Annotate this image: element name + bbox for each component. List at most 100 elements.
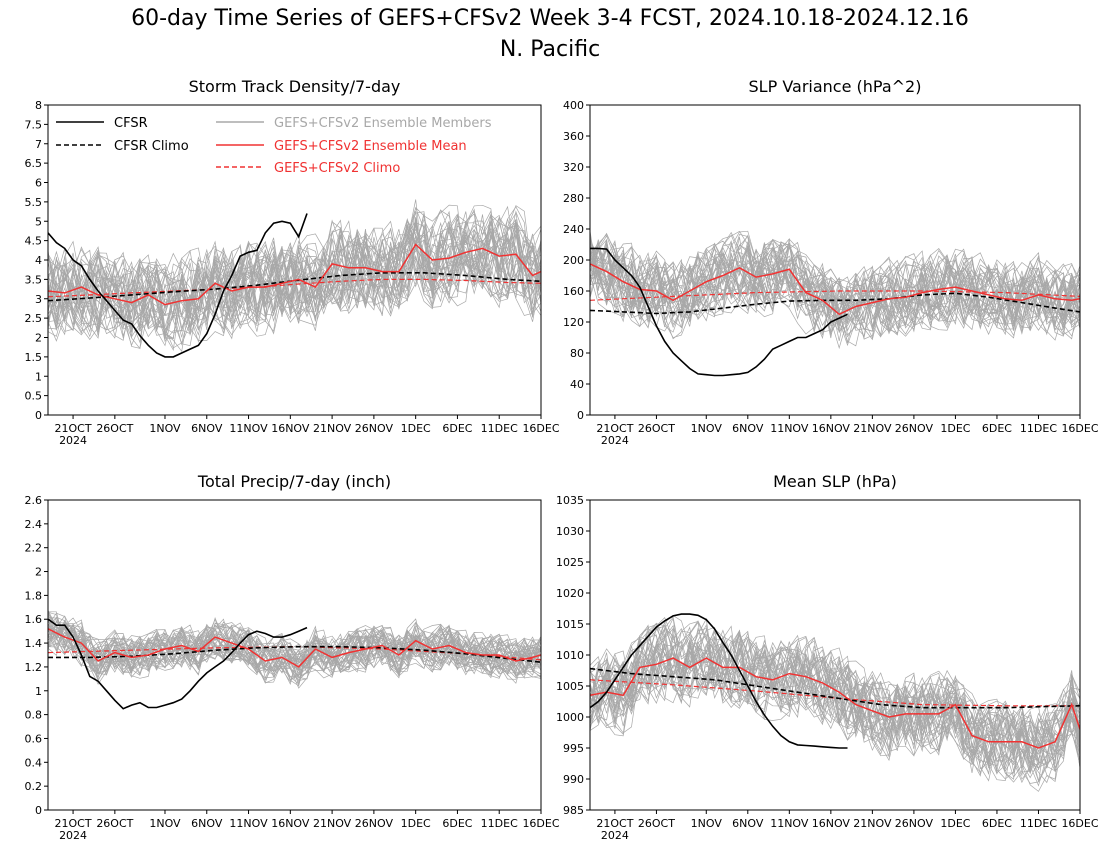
ensemble-member-line <box>590 230 1080 337</box>
series-line-gefs-cfsv2-climo <box>590 290 1080 301</box>
x-tick-label: 6DEC <box>442 817 472 830</box>
y-tick-label: 4 <box>35 254 42 267</box>
y-tick-label: 0.6 <box>25 732 43 745</box>
y-tick-label: 360 <box>563 130 584 143</box>
y-tick-label: 5.5 <box>25 196 43 209</box>
series-line-gefs-cfsv2-ensemble-mean <box>590 657 1080 749</box>
y-tick-label: 0 <box>35 804 42 817</box>
x-tick-label: 1DEC <box>940 422 970 435</box>
panel-title: Total Precip/7-day (inch) <box>197 472 391 491</box>
y-tick-label: 2.2 <box>25 542 43 555</box>
ensemble-member-line <box>48 618 541 685</box>
x-tick-label: 21OCT <box>596 817 633 830</box>
legend-label: GEFS+CFSv2 Ensemble Members <box>274 116 492 131</box>
ensemble-member-line <box>590 642 1080 775</box>
y-tick-label: 1.2 <box>25 661 43 674</box>
ensemble-member-line <box>48 209 541 333</box>
x-tick-label: 1NOV <box>149 422 181 435</box>
x-tick-label: 11DEC <box>1020 817 1057 830</box>
ensemble-member-line <box>48 626 541 676</box>
ensemble-member-line <box>48 220 541 353</box>
y-tick-label: 1.8 <box>25 589 43 602</box>
ensemble-member-line <box>48 623 541 678</box>
ensemble-member-line <box>590 629 1080 784</box>
panel-title: Storm Track Density/7-day <box>189 77 401 96</box>
x-tick-label: 6DEC <box>442 422 472 435</box>
legend-label: CFSR Climo <box>114 139 189 154</box>
y-tick-label: 7.5 <box>25 118 43 131</box>
x-tick-label: 26OCT <box>638 422 675 435</box>
ensemble-member-line <box>590 642 1080 773</box>
y-tick-label: 5 <box>35 215 42 228</box>
x-tick-label: 21NOV <box>853 817 892 830</box>
y-tick-label: 990 <box>563 773 584 786</box>
x-tick-label: 16NOV <box>812 422 851 435</box>
y-tick-label: 120 <box>563 316 584 329</box>
x-tick-label: 16DEC <box>522 817 559 830</box>
x-tick-label: 16DEC <box>1061 422 1098 435</box>
x-tick-label: 6NOV <box>191 817 223 830</box>
x-year-label: 2024 <box>59 829 87 842</box>
series-line-cfsr-climo <box>48 645 541 663</box>
y-tick-label: 0.2 <box>25 780 43 793</box>
x-tick-label: 1DEC <box>940 817 970 830</box>
ensemble-members <box>590 614 1080 792</box>
y-tick-label: 1000 <box>556 711 584 724</box>
x-tick-label: 16DEC <box>522 422 559 435</box>
legend-label: CFSR <box>114 116 148 131</box>
ensemble-member-line <box>48 213 541 331</box>
y-tick-label: 2.6 <box>25 494 43 507</box>
x-tick-label: 16NOV <box>812 817 851 830</box>
y-tick-label: 7 <box>35 138 42 151</box>
ensemble-member-line <box>48 210 541 351</box>
ensemble-member-line <box>48 618 541 676</box>
x-tick-label: 6NOV <box>732 422 764 435</box>
x-tick-label: 11DEC <box>481 422 518 435</box>
series-line-cfsr <box>590 247 848 377</box>
y-tick-label: 1 <box>35 370 42 383</box>
y-tick-label: 985 <box>563 804 584 817</box>
chart-panel-4: Mean SLP (hPa) 985 990 995 1000 1005 1010 1015 1… <box>556 472 1099 842</box>
x-tick-label: 1NOV <box>691 817 723 830</box>
legend-label: GEFS+CFSv2 Climo <box>274 161 400 176</box>
series-line-gefs-cfsv2-climo <box>48 278 541 298</box>
y-tick-label: 2.4 <box>25 518 43 531</box>
y-tick-label: 1005 <box>556 680 584 693</box>
ensemble-member-line <box>590 243 1080 332</box>
chart-panel-2: SLP Variance (hPa^2) 0 40 80 120 160 200 240 280… <box>563 77 1099 447</box>
legend: CFSR CFSR Climo GEFS+CFSv2 Ensemble Member… <box>56 116 492 176</box>
y-tick-label: 6 <box>35 177 42 190</box>
y-tick-label: 1015 <box>556 618 584 631</box>
y-tick-label: 8 <box>35 99 42 112</box>
x-tick-label: 16DEC <box>1061 817 1098 830</box>
y-tick-label: 1010 <box>556 649 584 662</box>
x-tick-label: 11DEC <box>1020 422 1057 435</box>
series-line-cfsr <box>590 613 848 749</box>
x-year-label: 2024 <box>59 434 87 447</box>
x-tick-label: 6NOV <box>191 422 223 435</box>
ensemble-member-line <box>590 636 1080 773</box>
x-tick-label: 26NOV <box>355 817 394 830</box>
x-tick-label: 16NOV <box>271 817 310 830</box>
y-tick-label: 0.8 <box>25 709 43 722</box>
ensemble-member-line <box>48 612 541 684</box>
y-tick-label: 1.6 <box>25 613 43 626</box>
y-tick-label: 400 <box>563 99 584 112</box>
y-tick-label: 80 <box>570 347 584 360</box>
y-tick-label: 2 <box>35 566 42 579</box>
ensemble-member-line <box>48 612 541 681</box>
y-tick-label: 160 <box>563 285 584 298</box>
series-line-gefs-cfsv2-ensemble-mean <box>48 243 541 306</box>
ensemble-member-line <box>590 620 1080 787</box>
x-tick-label: 11NOV <box>229 817 268 830</box>
x-tick-label: 21NOV <box>313 817 352 830</box>
ensemble-member-line <box>590 230 1080 332</box>
series-line-gefs-cfsv2-ensemble-mean <box>48 628 541 668</box>
y-tick-label: 0 <box>35 409 42 422</box>
x-tick-label: 21OCT <box>55 422 92 435</box>
ensemble-members <box>590 230 1080 350</box>
y-tick-label: 1.4 <box>25 637 43 650</box>
y-tick-label: 2 <box>35 332 42 345</box>
y-tick-label: 4.5 <box>25 235 43 248</box>
